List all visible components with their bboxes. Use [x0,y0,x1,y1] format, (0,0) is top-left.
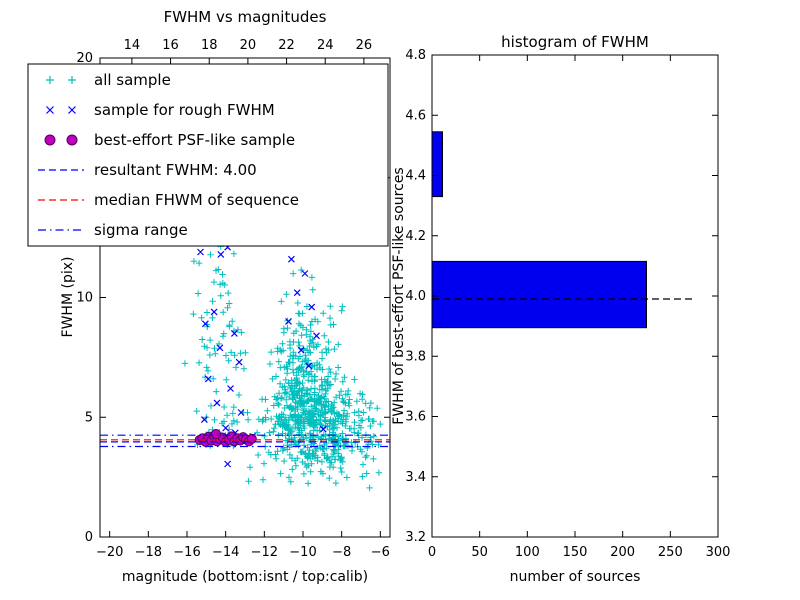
tick-label: −20 [96,545,123,560]
legend-item-label: median FHWM of sequence [94,191,299,209]
legend-x-marker-icon [46,106,54,114]
tick-label: 4.2 [405,229,426,244]
tick-label: 24 [317,38,334,53]
legend-x-marker-icon [68,106,76,114]
tick-label: 150 [563,545,588,560]
tick-label: 3.8 [405,349,426,364]
tick-label: 10 [76,291,93,306]
histogram-bar [431,260,647,329]
tick-label: −18 [135,545,162,560]
legend-item-label: best-effort PSF-like sample [94,131,295,149]
fwhm-histogram-plot: 0 50 100 150 200 250 300 3.2 3.4 3.6 3.8 4.0 4.2 4.4 4… [391,33,730,585]
tick-label: 200 [610,545,635,560]
tick-label: 50 [471,545,488,560]
tick-label: −14 [212,545,239,560]
legend-circle-marker-icon [44,134,56,146]
left-plot-title: FWHM vs magnitudes [164,8,327,26]
psf-like-sample-point [246,433,257,444]
tick-label: 4.4 [405,169,426,184]
tick-label: −16 [173,545,200,560]
tick-label: 250 [658,545,683,560]
legend-items: all sample sample for rough FWHM best-effo… [38,71,299,239]
tick-label: 3.2 [405,530,426,545]
tick-label: −6 [371,545,390,560]
tick-label: 20 [76,51,93,66]
tick-label: 4.8 [405,48,426,63]
legend-item-label: resultant FWHM: 4.00 [94,161,257,179]
legend-item-label: sigma range [94,221,188,239]
legend-item-label: sample for rough FWHM [94,101,275,119]
histogram-bars-layer [431,131,695,329]
legend-circle-marker-icon [66,134,78,146]
legend-item-label: all sample [94,71,171,89]
legend-plus-marker-icon [68,76,76,84]
tick-label: 300 [706,545,731,560]
tick-label: 20 [240,38,257,53]
tick-label: 0 [428,545,436,560]
tick-label: 4.0 [405,289,426,304]
left-ylabel: FWHM (pix) [60,257,76,338]
right-axes-ticks: 0 50 100 150 200 250 300 3.2 3.4 3.6 3.8 4.0 4.2 4.4 4… [405,48,730,560]
tick-label: −8 [332,545,351,560]
tick-label: −10 [289,545,316,560]
tick-label: 4.6 [405,108,426,123]
right-xlabel: number of sources [510,569,641,585]
psf-like-sample-point [211,429,221,439]
histogram-bar [431,131,443,198]
tick-label: 18 [201,38,218,53]
tick-label: 5 [85,410,93,425]
tick-label: 0 [85,530,93,545]
right-ylabel: FWHM of best-effort PSF-like sources [391,167,407,424]
all-sample-points [181,64,384,492]
left-xlabel: magnitude (bottom:isnt / top:calib) [122,569,368,585]
tick-label: −12 [251,545,278,560]
tick-label: 3.4 [405,470,426,485]
tick-label: 100 [515,545,540,560]
tick-label: 22 [278,38,295,53]
reference-lines-layer [100,434,390,448]
tick-label: 14 [124,38,141,53]
tick-label: 16 [162,38,179,53]
legend-box [27,63,389,247]
right-plot-title: histogram of FWHM [501,33,649,51]
legend: all sample sample for rough FWHM best-effo… [27,63,389,247]
fwhm-vs-magnitudes-plot: −20 −18 −16 −14 −12 −10 −8 −6 14 16 18 20 22 24 26 0 5 10… [60,8,391,585]
tick-label: 26 [356,38,373,53]
legend-plus-marker-icon [46,76,54,84]
tick-label: 3.6 [405,410,426,425]
